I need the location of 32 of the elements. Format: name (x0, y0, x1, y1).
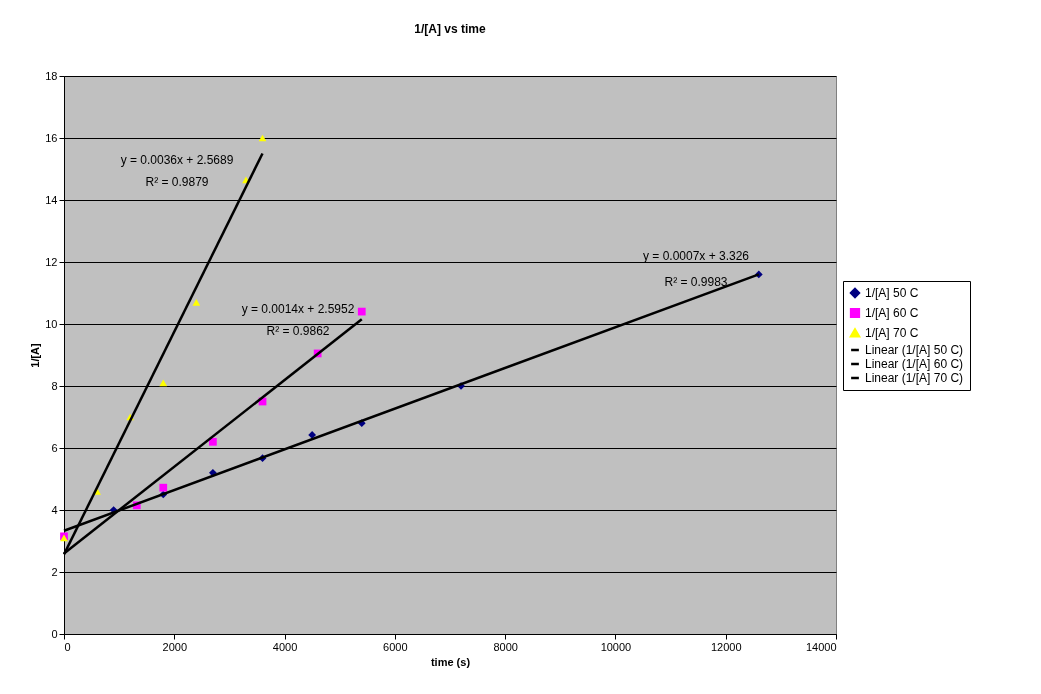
y-tick-label: 18 (45, 69, 58, 82)
y-tick-label: 0 (51, 627, 58, 640)
x-tick-label: 12000 (710, 640, 742, 653)
legend-label: 1/[A] 60 C (865, 306, 919, 320)
y-tick-label: 16 (45, 131, 58, 144)
annotation: R² = 0.9879 (145, 175, 209, 189)
x-tick-label: 0 (64, 640, 71, 653)
y-tick-label: 10 (45, 317, 58, 330)
legend-label: Linear (1/[A] 50 C) (865, 343, 964, 357)
legend-label: 1/[A] 50 C (865, 286, 919, 300)
y-tick-label: 8 (51, 379, 58, 392)
legend-label: 1/[A] 70 C (865, 326, 919, 340)
annotation: y = 0.0014x + 2.5952 (241, 302, 355, 316)
y-tick-label: 4 (51, 503, 58, 516)
x-axis-title: time (s) (430, 655, 471, 668)
y-tick-label: 6 (51, 441, 58, 454)
y-tick-label: 2 (51, 565, 58, 578)
x-tick-label: 8000 (493, 640, 518, 653)
y-tick-label: 14 (45, 193, 58, 206)
legend-label: Linear (1/[A] 70 C) (865, 371, 964, 385)
y-axis-title: 1/[A] (29, 342, 42, 368)
x-tick-label: 2000 (162, 640, 188, 653)
annotation: R² = 0.9862 (266, 324, 330, 338)
legend-label: Linear (1/[A] 60 C) (865, 357, 964, 371)
x-tick-label: 6000 (383, 640, 408, 653)
x-tick-label: 4000 (272, 640, 298, 653)
annotation: y = 0.0036x + 2.5689 (120, 153, 234, 167)
x-tick-label: 14000 (805, 640, 837, 653)
x-tick-label: 10000 (600, 640, 632, 653)
annotation: R² = 0.9983 (664, 275, 728, 289)
y-tick-label: 12 (45, 255, 58, 268)
chart-title: 1/[A] vs time (414, 22, 486, 36)
